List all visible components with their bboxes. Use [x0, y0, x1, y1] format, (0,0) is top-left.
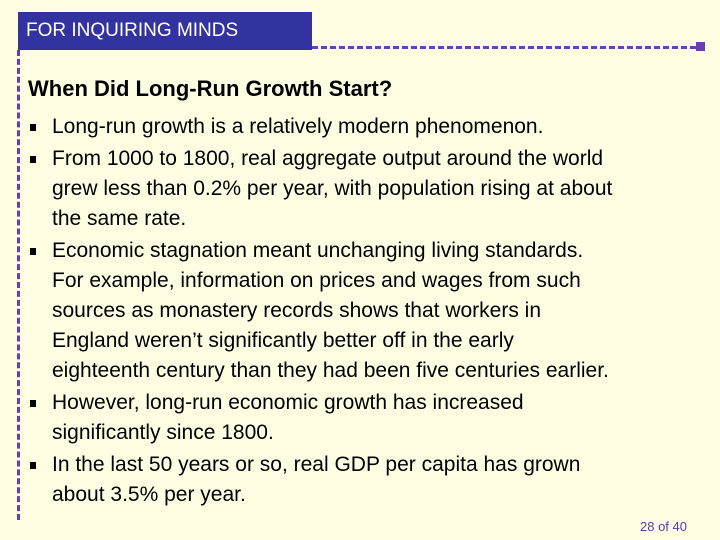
- bullet-text: sources as monastery records shows that …: [52, 299, 542, 322]
- bullet-text: the same rate.: [52, 207, 187, 230]
- bullet-text: grew less than 0.2% per year, with popul…: [52, 177, 613, 200]
- bullet-marker: [30, 248, 36, 255]
- bullet-text: eighteenth century than they had been fi…: [52, 359, 609, 382]
- side-divider: [17, 50, 20, 520]
- bullet-text: In the last 50 years or so, real GDP per…: [52, 453, 581, 476]
- bullet-text: Long-run growth is a relatively modern p…: [52, 115, 544, 138]
- bullet: Economic stagnation meant unchanging liv…: [30, 236, 710, 386]
- bullet-text: about 3.5% per year.: [52, 483, 246, 506]
- bullet-marker: [30, 156, 36, 163]
- bullet-marker: [30, 124, 36, 131]
- bullet-text: England weren’t significantly better off…: [52, 329, 514, 352]
- page-number: 28 of 40: [640, 519, 687, 534]
- divider-end: [696, 42, 705, 51]
- bullet: Long-run growth is a relatively modern p…: [30, 112, 710, 142]
- header-label: FOR INQUIRING MINDS: [18, 12, 312, 50]
- bullet: In the last 50 years or so, real GDP per…: [30, 450, 710, 510]
- bullet-marker: [30, 462, 36, 469]
- slide-title: When Did Long-Run Growth Start?: [28, 76, 393, 101]
- bullet-list: Long-run growth is a relatively modern p…: [30, 112, 710, 512]
- bullet-text: However, long-run economic growth has in…: [52, 391, 524, 414]
- bullet-marker: [30, 400, 36, 407]
- bullet: However, long-run economic growth has in…: [30, 388, 710, 448]
- bullet-text: significantly since 1800.: [52, 421, 274, 444]
- bullet-text: From 1000 to 1800, real aggregate output…: [52, 147, 604, 170]
- bullet-text: For example, information on prices and w…: [52, 269, 581, 292]
- bullet-text: Economic stagnation meant unchanging liv…: [52, 239, 584, 262]
- bullet: From 1000 to 1800, real aggregate output…: [30, 144, 710, 234]
- divider: [312, 46, 696, 49]
